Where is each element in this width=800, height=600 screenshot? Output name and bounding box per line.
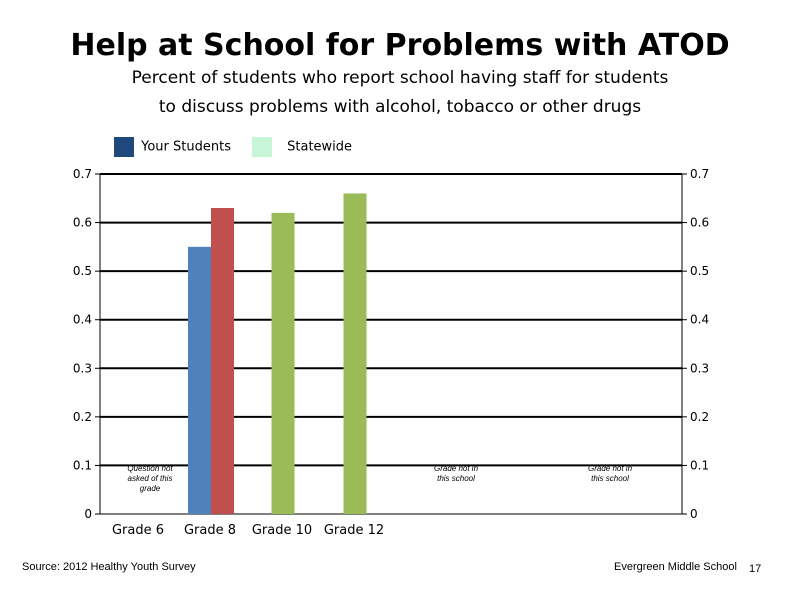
y-tick-label-left: 0.5: [73, 264, 92, 278]
y-tick-label-left: 0.1: [73, 458, 92, 472]
chart-title: Help at School for Problems with ATOD: [70, 28, 730, 63]
bar-statewide: [271, 212, 295, 514]
y-tick-label-right: 0.1: [690, 458, 709, 472]
bar-your-students: [188, 246, 211, 514]
y-tick-label-left: 0.2: [73, 410, 92, 424]
legend-item-your-students: Your Students: [114, 137, 231, 157]
y-tick-label-right: 0.3: [690, 361, 709, 375]
y-tick-label-right: 0.5: [690, 264, 709, 278]
y-tick-label-right: 0.4: [690, 313, 709, 327]
y-tick-label-left: 0: [84, 507, 92, 521]
page-number: 17: [749, 563, 762, 575]
y-tick-label-right: 0: [690, 507, 698, 521]
school-name: Evergreen Middle School: [614, 561, 737, 573]
legend-swatch-your-students: [114, 137, 134, 157]
x-tick-label: Grade 10: [252, 523, 312, 538]
legend-item-statewide: Statewide: [252, 137, 352, 157]
x-tick-label: Grade 8: [184, 523, 236, 538]
annotation-note: this school: [591, 474, 629, 483]
y-tick-label-right: 0.6: [690, 216, 709, 230]
y-tick-label-left: 0.6: [73, 216, 92, 230]
x-tick-label: Grade 6: [112, 523, 164, 538]
y-tick-label-left: 0.4: [73, 313, 92, 327]
chart-subtitle-line-2: to discuss problems with alcohol, tobacc…: [158, 97, 642, 117]
source-note: Source: 2012 Healthy Youth Survey: [22, 561, 196, 573]
annotation-note: asked of this: [128, 474, 173, 483]
legend-label-statewide: Statewide: [287, 139, 353, 155]
y-tick-label-right: 0.7: [690, 167, 709, 181]
legend-swatch-statewide: [252, 137, 272, 157]
y-tick-label-left: 0.7: [73, 167, 92, 181]
y-tick-label-left: 0.3: [73, 361, 92, 375]
annotation-note: Question not: [127, 464, 173, 473]
annotation-note: Grade not in: [588, 464, 633, 473]
y-tick-label-right: 0.2: [690, 410, 709, 424]
annotation-note: grade: [140, 484, 161, 493]
annotation-note: this school: [437, 474, 475, 483]
bar-statewide: [343, 193, 367, 514]
x-tick-label: Grade 12: [324, 523, 384, 538]
legend-label-your-students: Your Students: [141, 139, 231, 155]
chart-subtitle-line-1: Percent of students who report school ha…: [131, 68, 669, 88]
bar-statewide: [211, 208, 234, 514]
annotation-note: Grade not in: [434, 464, 479, 473]
